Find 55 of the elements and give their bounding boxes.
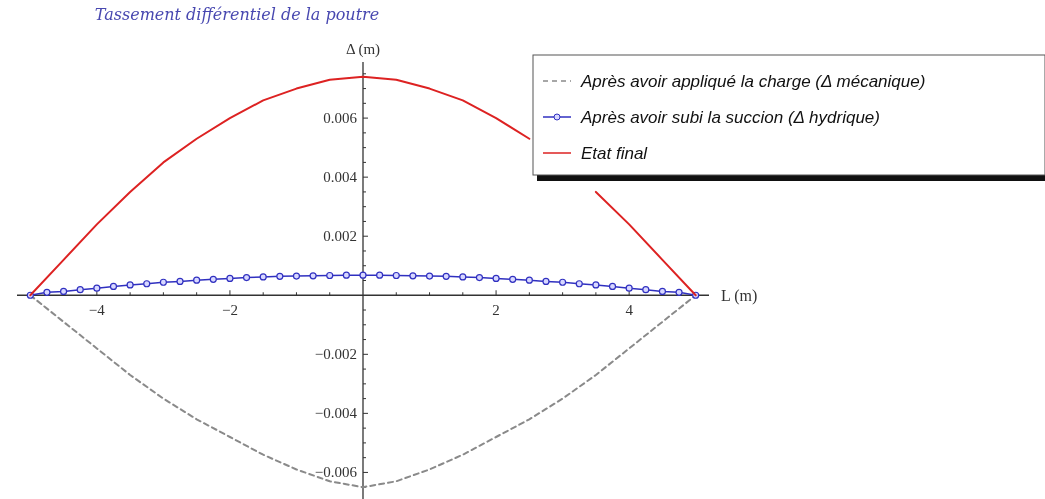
point bbox=[575, 280, 583, 288]
point bbox=[159, 278, 167, 286]
point bbox=[276, 272, 284, 280]
point bbox=[376, 271, 384, 279]
point bbox=[126, 281, 134, 289]
point bbox=[193, 276, 201, 284]
legend-label: Après avoir subi la succion (Δ hydrique) bbox=[580, 108, 880, 127]
chart-title: Tassement différentiel de la poutre bbox=[94, 5, 380, 24]
point bbox=[675, 288, 683, 296]
point bbox=[59, 287, 68, 296]
point bbox=[509, 275, 517, 283]
point bbox=[475, 273, 484, 282]
point bbox=[658, 287, 667, 296]
x-axis-title: L (m) bbox=[721, 287, 758, 306]
point bbox=[425, 272, 434, 280]
point bbox=[143, 280, 151, 288]
point bbox=[326, 271, 334, 280]
point bbox=[642, 286, 650, 294]
y-tick-label: 0.006 bbox=[323, 110, 358, 127]
y-tick-label: −0.004 bbox=[314, 405, 358, 422]
point bbox=[392, 271, 400, 280]
point bbox=[209, 275, 217, 283]
y-tick-label: 0.002 bbox=[323, 228, 357, 245]
point bbox=[592, 281, 600, 289]
x-tick-label: −2 bbox=[221, 302, 238, 319]
point bbox=[559, 278, 567, 286]
legend-label: Etat final bbox=[581, 144, 649, 163]
x-tick-label: 2 bbox=[492, 302, 500, 319]
point bbox=[359, 271, 367, 279]
y-tick-label: −0.006 bbox=[314, 464, 358, 481]
y-tick-label: 0.004 bbox=[323, 169, 358, 186]
x-tick-label: 4 bbox=[625, 302, 634, 319]
point bbox=[109, 282, 118, 290]
point bbox=[442, 272, 450, 280]
point bbox=[43, 288, 51, 296]
point bbox=[226, 274, 234, 283]
point bbox=[176, 277, 184, 285]
point bbox=[492, 274, 500, 283]
y-tick-label: −0.002 bbox=[314, 346, 357, 363]
point bbox=[525, 276, 533, 284]
point bbox=[459, 273, 467, 281]
point bbox=[93, 284, 101, 292]
y-axis-title: Δ (m) bbox=[345, 41, 381, 58]
point bbox=[409, 272, 417, 280]
point bbox=[542, 277, 550, 285]
point bbox=[76, 286, 84, 294]
point bbox=[342, 271, 350, 279]
point bbox=[292, 272, 301, 280]
x-tick-label: −4 bbox=[88, 302, 106, 319]
point bbox=[625, 284, 633, 292]
point bbox=[242, 273, 251, 282]
point bbox=[259, 273, 267, 281]
point bbox=[608, 282, 617, 290]
legend-label: Après avoir appliqué la charge (Δ mécanique) bbox=[580, 72, 926, 91]
point bbox=[309, 272, 317, 280]
